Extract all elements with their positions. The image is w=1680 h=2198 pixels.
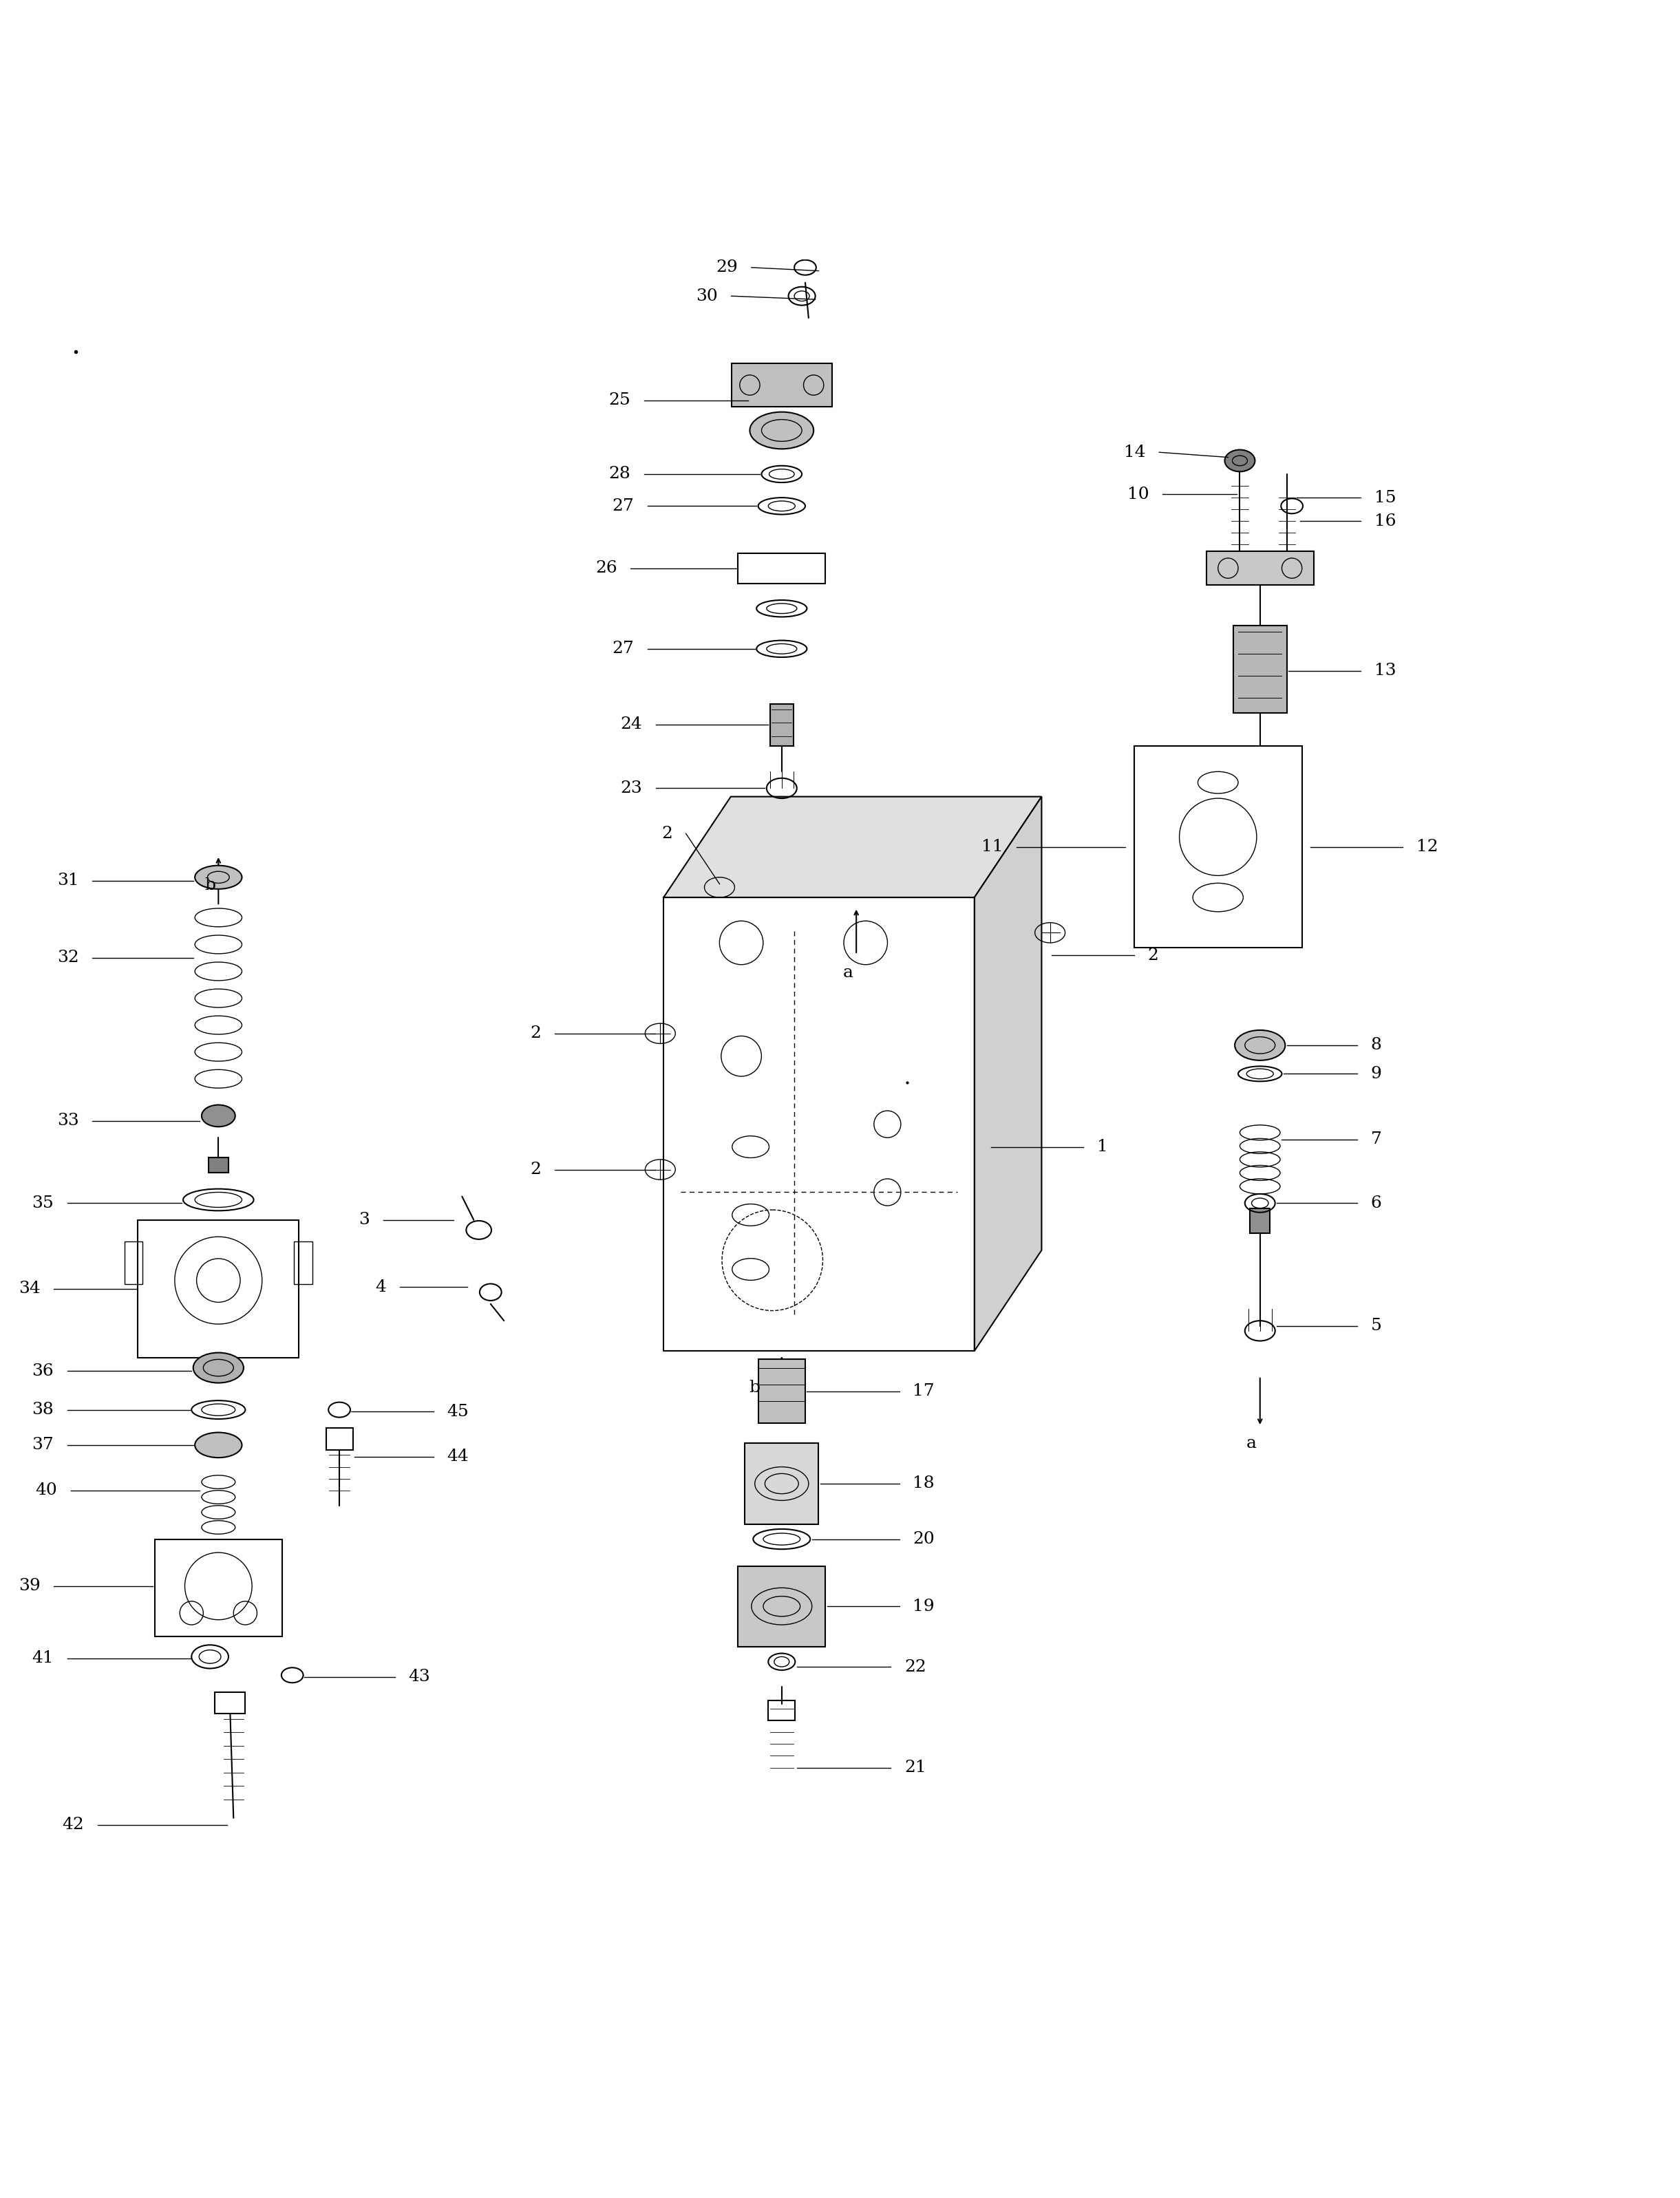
Text: 43: 43 [408, 1668, 430, 1686]
Text: 18: 18 [912, 1475, 934, 1492]
Text: 13: 13 [1374, 664, 1396, 679]
Ellipse shape [195, 866, 242, 888]
Text: 2: 2 [662, 826, 672, 842]
Text: 35: 35 [32, 1196, 54, 1211]
Text: 34: 34 [18, 1281, 40, 1297]
Text: 37: 37 [32, 1437, 54, 1453]
Ellipse shape [202, 1106, 235, 1128]
Ellipse shape [193, 1352, 244, 1383]
Text: 25: 25 [608, 391, 630, 409]
Text: b: b [205, 877, 215, 895]
Text: 33: 33 [57, 1112, 79, 1130]
Ellipse shape [1225, 451, 1255, 473]
Bar [1206, 552, 1314, 585]
Bar [155, 1539, 282, 1638]
Polygon shape [974, 796, 1042, 1352]
Text: 27: 27 [612, 642, 633, 657]
Text: 19: 19 [912, 1598, 934, 1613]
Text: 40: 40 [35, 1481, 57, 1499]
Text: 1: 1 [1097, 1139, 1107, 1154]
Bar [758, 1358, 805, 1422]
Bar [326, 1429, 353, 1451]
Bar [294, 1242, 312, 1284]
Text: 12: 12 [1416, 840, 1438, 855]
Polygon shape [664, 796, 1042, 897]
Text: 15: 15 [1374, 490, 1396, 506]
Text: a: a [1247, 1435, 1257, 1451]
Bar [738, 554, 825, 582]
Text: 2: 2 [529, 1161, 541, 1178]
Text: 16: 16 [1374, 512, 1396, 530]
Text: 30: 30 [696, 288, 717, 303]
Bar [1250, 1209, 1270, 1233]
Text: 27: 27 [612, 499, 633, 514]
Text: 26: 26 [595, 560, 617, 576]
Ellipse shape [1235, 1031, 1285, 1059]
Text: 11: 11 [981, 840, 1003, 855]
Text: 39: 39 [18, 1578, 40, 1594]
Bar [769, 703, 793, 747]
Text: 2: 2 [529, 1026, 541, 1042]
Text: 7: 7 [1371, 1132, 1383, 1147]
Text: 8: 8 [1371, 1037, 1383, 1053]
Text: 5: 5 [1371, 1319, 1383, 1334]
Text: 3: 3 [358, 1211, 370, 1229]
Text: 38: 38 [32, 1402, 54, 1418]
Bar [215, 1692, 245, 1714]
Bar [731, 363, 832, 407]
Text: 6: 6 [1371, 1196, 1383, 1211]
Text: 44: 44 [447, 1448, 469, 1464]
Bar [1134, 747, 1302, 947]
Text: 20: 20 [912, 1532, 934, 1547]
Text: 28: 28 [608, 466, 630, 481]
Text: 24: 24 [620, 717, 642, 732]
Text: 14: 14 [1124, 444, 1146, 459]
Text: 17: 17 [912, 1383, 934, 1400]
Text: 9: 9 [1371, 1066, 1383, 1081]
Text: 23: 23 [620, 780, 642, 796]
Ellipse shape [749, 411, 813, 448]
Bar [138, 1220, 299, 1358]
Text: 29: 29 [716, 259, 738, 275]
Text: 2: 2 [1147, 947, 1159, 963]
Text: 42: 42 [62, 1818, 84, 1833]
Text: b: b [749, 1380, 759, 1396]
Bar [124, 1242, 143, 1284]
Text: a: a [843, 965, 853, 980]
Ellipse shape [195, 1433, 242, 1457]
Text: 4: 4 [375, 1279, 386, 1295]
Text: 41: 41 [32, 1651, 54, 1666]
Text: 36: 36 [32, 1363, 54, 1378]
Bar [744, 1444, 818, 1523]
Text: 32: 32 [57, 950, 79, 965]
Bar [738, 1565, 825, 1646]
Bar [208, 1158, 228, 1174]
Text: 22: 22 [904, 1659, 926, 1675]
Text: 10: 10 [1127, 486, 1149, 501]
Text: 21: 21 [904, 1761, 926, 1776]
Text: 31: 31 [57, 873, 79, 888]
Bar [1233, 624, 1287, 712]
Bar [768, 1701, 795, 1721]
Text: 45: 45 [447, 1405, 469, 1420]
